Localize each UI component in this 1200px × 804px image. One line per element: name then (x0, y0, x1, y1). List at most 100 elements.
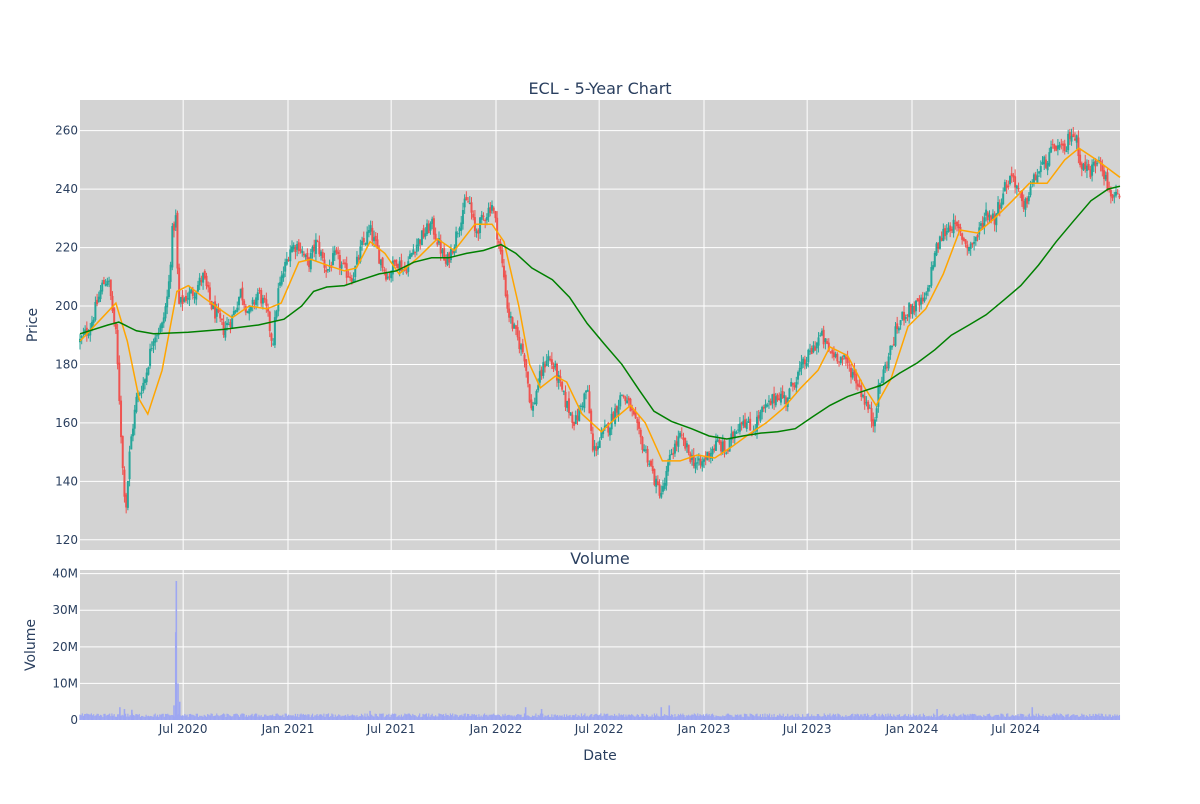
volume-bar (107, 714, 110, 720)
volume-bar (845, 714, 847, 720)
volume-bar (749, 713, 751, 720)
candle-body (861, 394, 864, 397)
volume-bar (360, 713, 363, 720)
volume-bar (796, 716, 798, 720)
volume-bar (745, 713, 747, 720)
volume-bar (364, 713, 366, 720)
candle-body (1079, 154, 1082, 166)
candle-body (961, 233, 964, 240)
volume-bar (113, 714, 115, 720)
candle-body (1103, 170, 1106, 180)
candle-body (499, 242, 502, 252)
volume-bar (601, 716, 603, 720)
candle-body (467, 201, 470, 203)
volume-bar (1015, 715, 1017, 720)
candle-body (552, 365, 555, 370)
candle-body (89, 329, 92, 336)
candle-body (426, 223, 429, 234)
volume-bar (953, 713, 955, 720)
candle-body (761, 406, 764, 413)
volume-bar (618, 713, 620, 720)
candle-body (579, 405, 582, 407)
volume-bar (827, 714, 829, 720)
candle-body (868, 407, 871, 409)
volume-bar (466, 713, 469, 720)
candle-body (429, 223, 432, 231)
volume-bar (186, 714, 188, 720)
candle-body (600, 432, 603, 439)
candle-body (186, 298, 189, 300)
candle-body (152, 341, 155, 346)
candle-body (373, 237, 376, 242)
candle-body (622, 395, 625, 398)
candle-body (200, 279, 203, 283)
volume-bar (871, 715, 873, 720)
candle-body (858, 385, 861, 388)
candle-body (969, 243, 972, 249)
volume-bar (1024, 716, 1026, 720)
candle-body (733, 431, 736, 439)
volume-bar (715, 715, 717, 720)
candle-body (491, 205, 494, 211)
candle-body (99, 290, 102, 300)
candle-body (220, 318, 223, 321)
candle-body (993, 214, 996, 225)
volume-bar (836, 716, 838, 720)
volume-bar (593, 714, 595, 720)
volume-bar (117, 714, 119, 720)
candle-body (381, 257, 384, 268)
candle-body (909, 304, 912, 314)
candle-body (954, 222, 957, 224)
candle-body (1118, 195, 1121, 198)
candle-body (1101, 164, 1104, 172)
volume-bar (1097, 714, 1099, 720)
volume-bar (1109, 714, 1111, 720)
candle-body (641, 437, 644, 450)
candle-body (1020, 190, 1023, 202)
candle-body (272, 343, 275, 345)
volume-bar (401, 716, 404, 720)
volume-bar (519, 714, 521, 720)
candle-body (398, 261, 401, 271)
candle-body (1044, 159, 1047, 168)
candle-body (1072, 134, 1075, 138)
volume-bar (878, 713, 880, 720)
volume-bar (199, 715, 201, 720)
volume-bar (1093, 715, 1095, 720)
candle-body (834, 353, 837, 357)
candle-body (853, 369, 856, 376)
volume-bar (1088, 716, 1090, 720)
candle-body (518, 337, 521, 350)
volume-bar (1062, 716, 1065, 720)
price-y-tick-label: 260 (55, 124, 78, 138)
candle-body (133, 409, 136, 429)
volume-bar (234, 713, 236, 720)
candle-body (826, 341, 829, 344)
candle-body (694, 462, 697, 469)
volume-bar (430, 715, 432, 720)
candle-body (691, 455, 694, 461)
volume-bar (510, 715, 512, 720)
volume-bar (242, 713, 244, 720)
volume-bar (292, 715, 294, 720)
volume-bar (407, 713, 409, 720)
candle-body (699, 458, 702, 466)
candle-body (131, 428, 134, 437)
candle-body (477, 229, 480, 234)
candle-body (985, 209, 988, 216)
volume-bar (731, 715, 733, 720)
volume-bar (880, 715, 882, 720)
candle-body (304, 254, 307, 257)
volume-bar (83, 714, 86, 720)
volume-bar (661, 716, 663, 720)
candle-body (762, 407, 765, 409)
volume-bar (340, 716, 342, 720)
volume-bar (1074, 715, 1076, 720)
volume-bar (1012, 715, 1015, 720)
candle-body (624, 397, 627, 402)
volume-bar (457, 716, 459, 720)
volume-bar (947, 715, 950, 720)
volume-bar (455, 714, 457, 720)
volume-bar (261, 716, 263, 720)
volume-bar (523, 713, 526, 720)
